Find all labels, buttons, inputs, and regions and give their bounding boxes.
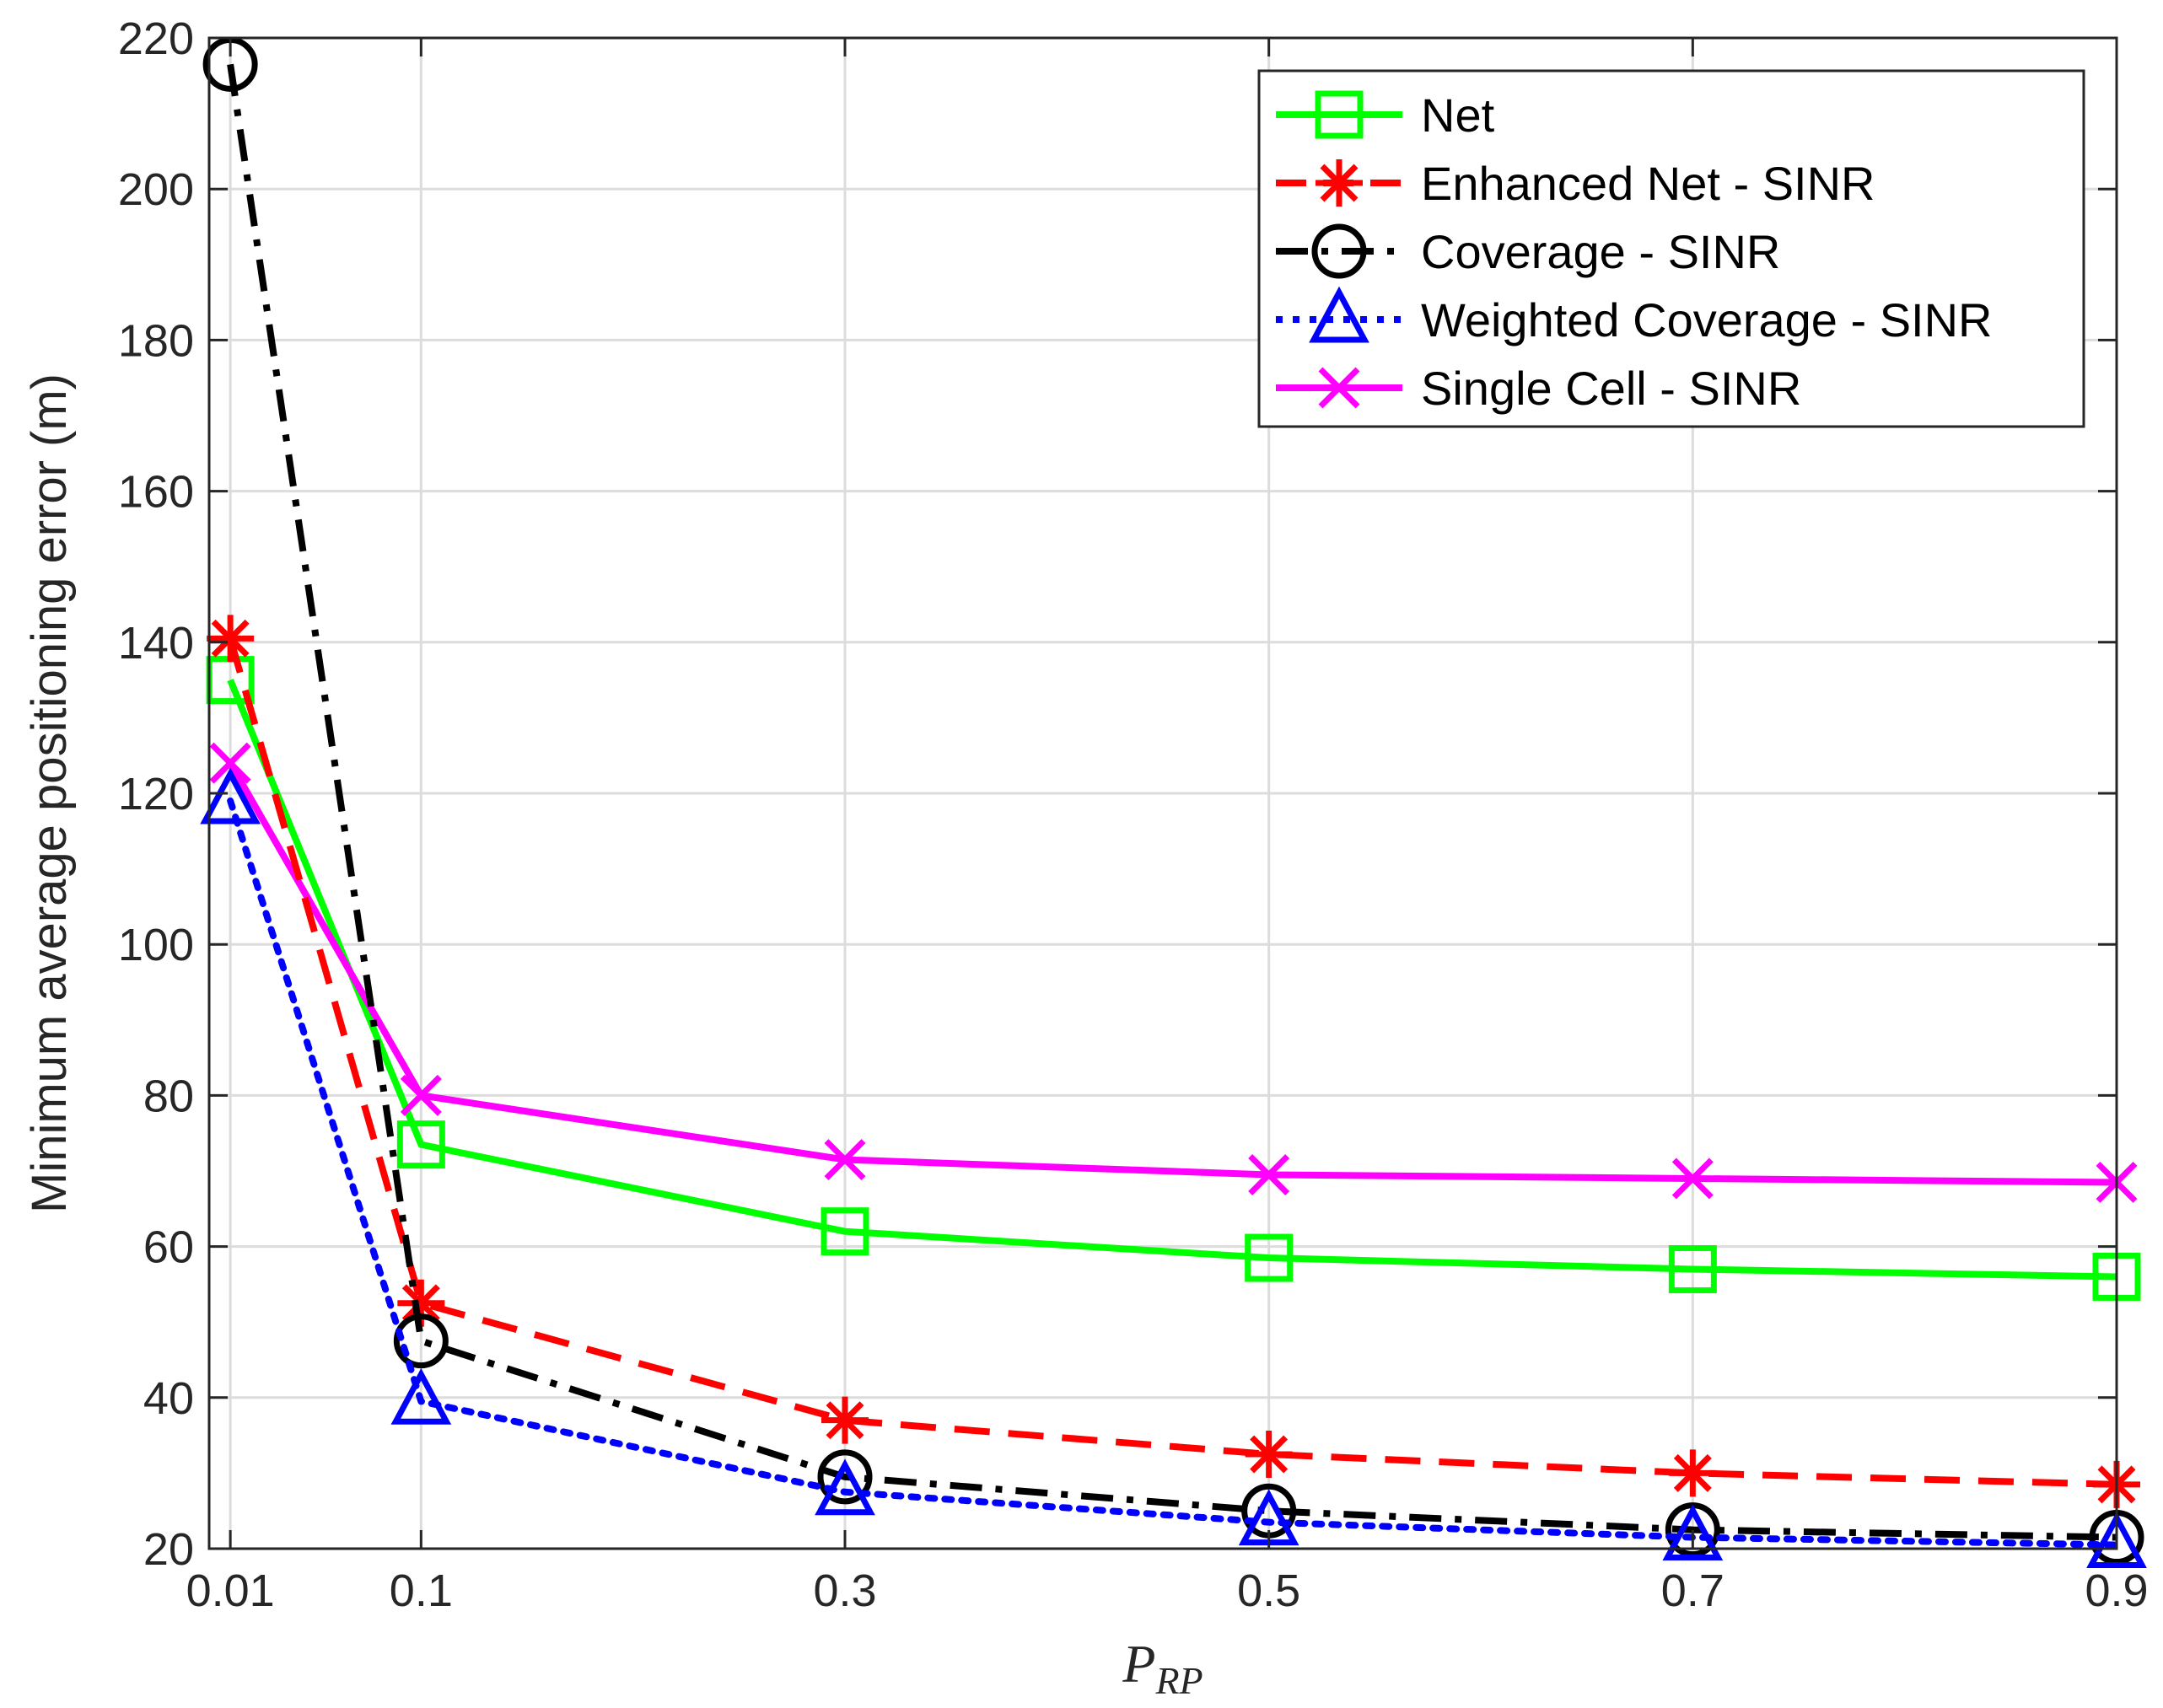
- y-tick-label-0: 20: [143, 1524, 194, 1575]
- y-tick-label-7: 160: [118, 467, 194, 518]
- series-4-point-4: [1671, 1157, 1714, 1200]
- y-tick-label-3: 80: [143, 1071, 194, 1121]
- y-tick-label-10: 220: [118, 13, 194, 64]
- series-1-point-0: [207, 615, 255, 663]
- series-4: [209, 742, 2138, 1203]
- legend-entry-4: Single Cell - SINR: [1276, 362, 1801, 415]
- series-1-point-1: [397, 1279, 445, 1327]
- y-tick-label-6: 140: [118, 618, 194, 669]
- series-line-3: [227, 797, 2120, 1549]
- series-0-point-2: [821, 1207, 869, 1256]
- legend-marker-0: [1315, 90, 1364, 139]
- legend-marker-2: [1311, 223, 1367, 279]
- legend-entry-3: Weighted Coverage - SINR: [1276, 286, 1993, 346]
- series-1-point-3: [1245, 1431, 1293, 1478]
- series-3-point-5: [2086, 1512, 2147, 1569]
- x-tick-label-2: 0.3: [813, 1566, 876, 1616]
- legend-label-3: Weighted Coverage - SINR: [1421, 293, 1993, 346]
- y-tick-label-8: 180: [118, 315, 194, 366]
- series-2-point-2: [817, 1449, 873, 1505]
- legend-entry-0: Net: [1276, 89, 1495, 142]
- series-4-point-0: [209, 742, 251, 784]
- y-tick-label-2: 60: [143, 1222, 194, 1273]
- series-0-point-4: [1668, 1244, 1717, 1293]
- legend-marker-4: [1318, 367, 1360, 409]
- legend-label-2: Coverage - SINR: [1421, 225, 1780, 278]
- legend-label-0: Net: [1421, 89, 1495, 142]
- x-tick-label-3: 0.5: [1237, 1566, 1300, 1616]
- series-line-0: [227, 679, 2117, 1281]
- y-tick-label-4: 100: [118, 920, 194, 970]
- series-3-point-1: [390, 1367, 452, 1425]
- legend-label-1: Enhanced Net - SINR: [1421, 157, 1875, 210]
- legend-box: [1257, 69, 2085, 428]
- series-1-point-2: [821, 1396, 869, 1444]
- x-tick-label-1: 0.1: [390, 1566, 453, 1616]
- series-3-point-4: [1662, 1504, 1724, 1561]
- x-axis-label-sub: RP: [1154, 1659, 1203, 1702]
- x-axis-label-main: P: [1122, 1634, 1155, 1694]
- series-1: [207, 615, 2140, 1508]
- series-0: [206, 656, 2141, 1301]
- series-4-point-3: [1248, 1154, 1290, 1195]
- series-0-point-3: [1245, 1233, 1294, 1282]
- y-tick-label-1: 40: [143, 1373, 194, 1424]
- series-3-point-0: [200, 767, 261, 824]
- legend: Net Enhanced Net - SINR Coverage - SINR Wei…: [1257, 69, 2085, 428]
- legend-label-4: Single Cell - SINR: [1421, 362, 1801, 415]
- x-tick-label-0: 0.01: [186, 1566, 275, 1616]
- series-4-point-1: [400, 1074, 442, 1116]
- legend-entry-1: Enhanced Net - SINR: [1276, 157, 1875, 210]
- series-2-point-1: [393, 1313, 449, 1369]
- series-2: [202, 36, 2144, 1566]
- legend-entry-2: Coverage - SINR: [1276, 223, 1780, 279]
- series-layer: [200, 36, 2147, 1569]
- series-1-point-4: [1669, 1449, 1717, 1497]
- x-tick-label-4: 0.7: [1661, 1566, 1724, 1616]
- series-line-2: [227, 63, 2117, 1541]
- series-line-1: [227, 637, 2117, 1488]
- series-0-point-1: [396, 1120, 445, 1169]
- y-axis-label: Minimum average positioning error (m): [22, 373, 77, 1213]
- series-4-point-2: [824, 1139, 866, 1181]
- series-3-point-2: [815, 1458, 875, 1516]
- x-tick-label-5: 0.9: [2085, 1566, 2148, 1616]
- x-axis-label: PRP: [1122, 1634, 1203, 1702]
- axes: 0.01 0.1 0.3 0.5 0.7 0.9 20 40 60 80 100 120 140 160 1…: [22, 13, 2149, 1702]
- y-tick-label-9: 200: [118, 164, 194, 215]
- legend-marker-3: [1309, 286, 1369, 343]
- y-tick-label-5: 120: [118, 769, 194, 819]
- series-line-4: [227, 761, 2117, 1186]
- legend-marker-1: [1316, 159, 1363, 207]
